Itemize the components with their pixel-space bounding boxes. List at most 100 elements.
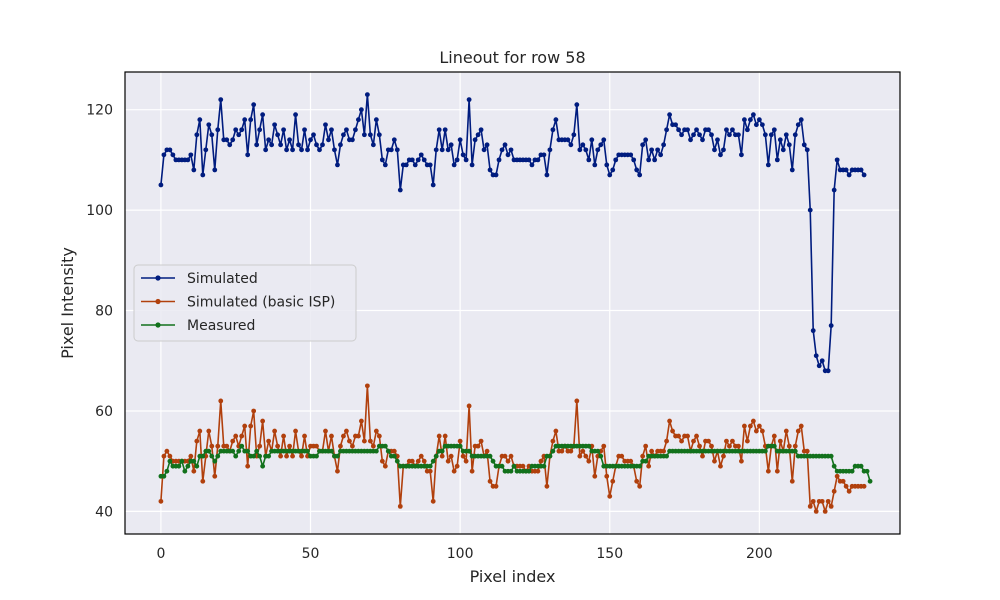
data-point	[185, 463, 191, 469]
data-point	[356, 117, 361, 123]
data-point	[445, 458, 451, 464]
legend-entry-label: Simulated (basic ISP)	[187, 295, 335, 311]
data-point	[194, 438, 200, 444]
data-point	[364, 383, 370, 389]
data-point	[266, 438, 272, 444]
data-point	[724, 438, 729, 444]
data-point	[164, 448, 170, 454]
data-point	[586, 157, 592, 163]
data-point	[158, 182, 164, 188]
data-point	[260, 463, 266, 469]
data-point	[397, 187, 403, 193]
data-point	[251, 453, 257, 459]
data-point	[634, 478, 640, 484]
data-point	[700, 137, 705, 143]
data-point	[586, 458, 592, 464]
data-point	[493, 172, 499, 178]
data-point	[472, 137, 478, 143]
data-point	[490, 458, 496, 464]
data-point	[236, 132, 242, 138]
data-point	[628, 152, 634, 158]
data-point	[849, 468, 855, 474]
data-point	[320, 142, 325, 148]
data-point	[463, 458, 469, 464]
data-point	[370, 142, 376, 148]
data-point	[433, 147, 439, 153]
data-point	[442, 127, 448, 133]
data-point	[427, 162, 433, 168]
data-point	[840, 478, 846, 484]
data-point	[361, 132, 367, 138]
data-point	[831, 488, 837, 494]
data-point	[718, 152, 723, 158]
data-point	[254, 142, 260, 148]
data-point	[700, 453, 705, 459]
data-point	[670, 428, 675, 434]
data-point	[679, 438, 684, 444]
data-point	[373, 117, 379, 123]
data-point	[502, 142, 508, 148]
data-point	[167, 453, 173, 459]
data-point	[457, 438, 463, 444]
data-point	[541, 463, 547, 469]
data-point	[230, 438, 236, 444]
data-point	[215, 443, 221, 449]
data-point	[744, 438, 750, 444]
data-point	[251, 408, 257, 414]
data-point	[819, 498, 825, 504]
data-point	[460, 152, 466, 158]
x-tick-label: 100	[447, 546, 474, 562]
data-point	[370, 443, 376, 449]
data-point	[511, 463, 517, 469]
data-point	[568, 448, 574, 454]
legend-swatch-marker	[155, 322, 161, 328]
data-point	[541, 152, 547, 158]
data-point	[544, 172, 550, 178]
data-point	[230, 448, 236, 454]
data-point	[230, 137, 236, 143]
data-point	[182, 468, 188, 474]
data-point	[810, 328, 816, 334]
data-point	[269, 142, 275, 148]
data-point	[834, 157, 840, 163]
data-point	[206, 122, 212, 128]
data-point	[792, 132, 798, 138]
data-point	[565, 137, 571, 143]
data-point	[209, 453, 215, 459]
y-tick-label: 120	[86, 103, 113, 119]
data-point	[376, 132, 382, 138]
data-point	[188, 152, 194, 158]
data-point	[777, 438, 783, 444]
data-point	[448, 142, 454, 148]
data-point	[592, 473, 598, 479]
data-point	[275, 443, 281, 449]
plot-border	[124, 71, 901, 535]
data-point	[795, 428, 801, 434]
data-point	[499, 147, 505, 153]
data-point	[233, 433, 239, 439]
data-point	[487, 453, 493, 459]
data-point	[706, 127, 711, 133]
data-point	[816, 363, 822, 369]
data-point	[709, 132, 714, 138]
x-tick-label: 0	[156, 546, 165, 562]
data-point	[176, 463, 182, 469]
data-point	[329, 433, 334, 439]
data-point	[762, 132, 768, 138]
data-point	[394, 147, 400, 153]
data-point	[553, 428, 559, 434]
data-point	[858, 463, 864, 469]
data-point	[239, 443, 245, 449]
data-point	[353, 127, 358, 133]
data-point	[727, 443, 732, 449]
data-point	[260, 112, 266, 118]
y-tick-label: 40	[95, 504, 113, 520]
data-point	[753, 428, 759, 434]
data-point	[786, 443, 792, 449]
data-point	[601, 137, 607, 143]
data-point	[323, 122, 328, 128]
data-point	[789, 167, 795, 173]
series-3	[158, 443, 873, 484]
legend-swatch-marker	[155, 298, 161, 305]
data-point	[798, 423, 804, 429]
